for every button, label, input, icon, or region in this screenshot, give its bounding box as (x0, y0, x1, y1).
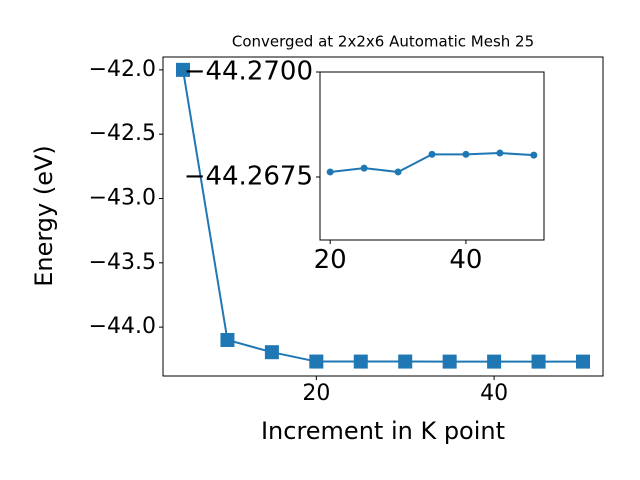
marker (264, 345, 279, 360)
y-tick-label: −43.0 (89, 185, 156, 210)
marker (531, 354, 546, 369)
marker (176, 62, 190, 77)
y-axis-label: Energy (eV) (30, 145, 58, 287)
marker (530, 151, 538, 159)
y-tick-label: −42.5 (89, 121, 156, 146)
marker (462, 150, 470, 158)
marker (326, 168, 334, 176)
marker (576, 354, 590, 369)
marker (487, 354, 502, 369)
marker (442, 354, 457, 369)
y-tick-label: −44.2700 (184, 57, 313, 87)
marker (353, 354, 368, 369)
marker (398, 354, 413, 369)
y-tick-label: −44.2675 (184, 162, 313, 192)
marker (220, 332, 235, 347)
y-tick-label: −43.5 (89, 250, 156, 275)
y-tick-label: −42.0 (89, 57, 156, 82)
y-tick-label: −44.0 (89, 314, 156, 339)
x-tick-label: 40 (480, 381, 508, 406)
marker (428, 150, 436, 158)
marker (309, 354, 324, 369)
x-tick-label: 40 (449, 245, 482, 275)
x-axis-label: Increment in K point (261, 417, 505, 445)
chart-title: Converged at 2x2x6 Automatic Mesh 25 (232, 33, 534, 51)
marker (496, 149, 504, 157)
marker (360, 164, 368, 172)
x-tick-label: 20 (314, 245, 347, 275)
marker (394, 168, 402, 176)
line (182, 69, 584, 363)
x-tick-label: 20 (302, 381, 330, 406)
